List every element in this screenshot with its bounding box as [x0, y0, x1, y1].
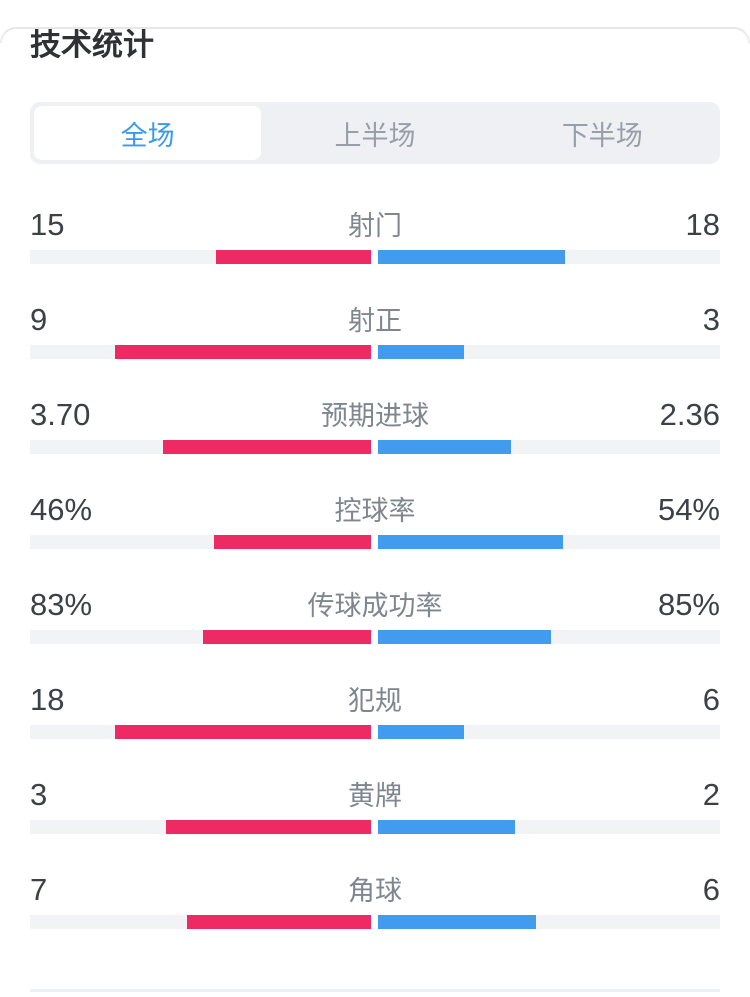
stat-text: 7 角球 6 [30, 873, 720, 907]
stat-label: 控球率 [334, 496, 416, 526]
away-value: 2.36 [659, 397, 720, 432]
stat-label: 射正 [348, 306, 402, 336]
home-bar-track [30, 250, 371, 264]
home-bar-fill [162, 440, 371, 454]
stat-bar [30, 725, 720, 739]
home-bar-fill [115, 725, 371, 739]
stat-bar [30, 345, 720, 359]
home-bar-fill [187, 915, 371, 929]
tab-second-half[interactable]: 下半场 [489, 106, 716, 160]
away-bar-track [378, 820, 720, 834]
stat-row: 9 射正 3 [30, 303, 720, 398]
page-title: 技术统计 [30, 27, 154, 62]
bar-center-gap [371, 250, 378, 264]
bar-center-gap [371, 725, 378, 739]
away-value: 54% [657, 492, 720, 527]
away-value: 6 [702, 872, 720, 907]
home-value: 9 [30, 302, 48, 337]
away-bar-track [378, 630, 720, 644]
away-bar-fill [378, 250, 565, 264]
bottom-divider [30, 989, 720, 992]
bar-center-gap [371, 820, 378, 834]
bar-center-gap [371, 440, 378, 454]
home-value: 83% [30, 587, 93, 622]
stat-text: 9 射正 3 [30, 303, 720, 337]
home-value: 3.70 [30, 397, 91, 432]
stat-label: 射门 [348, 211, 402, 241]
stat-text: 15 射门 18 [30, 208, 720, 242]
stat-label: 传球成功率 [307, 591, 443, 621]
home-bar-track [30, 345, 371, 359]
home-bar-track [30, 630, 371, 644]
period-tabs: 全场 上半场 下半场 [30, 102, 720, 164]
stat-bar [30, 630, 720, 644]
tab-full-match-label: 全场 [120, 120, 175, 151]
stat-row: 46% 控球率 54% [30, 493, 720, 588]
stat-bar [30, 535, 720, 549]
stat-label: 预期进球 [321, 401, 429, 431]
stat-text: 18 犯规 6 [30, 683, 720, 717]
away-bar-track [378, 440, 720, 454]
stat-row: 7 角球 6 [30, 873, 720, 968]
stat-row: 83% 传球成功率 85% [30, 588, 720, 683]
home-value: 3 [30, 777, 48, 812]
away-value: 85% [657, 587, 720, 622]
away-value: 3 [702, 302, 720, 337]
home-value: 7 [30, 872, 48, 907]
bar-center-gap [371, 630, 378, 644]
home-bar-track [30, 915, 371, 929]
bar-center-gap [371, 345, 378, 359]
bar-center-gap [371, 915, 378, 929]
stat-row: 18 犯规 6 [30, 683, 720, 778]
tab-first-half-label: 上半场 [334, 120, 416, 151]
home-bar-track [30, 535, 371, 549]
stat-text: 3.70 预期进球 2.36 [30, 398, 720, 432]
stat-row: 3.70 预期进球 2.36 [30, 398, 720, 493]
stat-label: 犯规 [348, 686, 402, 716]
stat-bar [30, 820, 720, 834]
away-bar-fill [378, 345, 464, 359]
away-value: 6 [702, 682, 720, 717]
bar-center-gap [371, 535, 378, 549]
away-bar-track [378, 915, 720, 929]
away-bar-fill [378, 820, 515, 834]
away-bar-fill [378, 915, 536, 929]
stat-label: 角球 [348, 876, 402, 906]
home-bar-fill [115, 345, 371, 359]
home-value: 46% [30, 492, 93, 527]
tab-full-match[interactable]: 全场 [34, 106, 262, 160]
away-bar-track [378, 345, 720, 359]
stat-text: 46% 控球率 54% [30, 493, 720, 527]
stat-text: 3 黄牌 2 [30, 778, 720, 812]
stat-bar [30, 250, 720, 264]
away-bar-fill [378, 630, 552, 644]
stat-label: 黄牌 [348, 781, 402, 811]
home-bar-fill [202, 630, 371, 644]
tab-first-half[interactable]: 上半场 [261, 106, 488, 160]
home-bar-track [30, 725, 371, 739]
stat-text: 83% 传球成功率 85% [30, 588, 720, 622]
away-value: 18 [685, 207, 720, 242]
stat-bar [30, 915, 720, 929]
stats-list: 15 射门 18 9 射正 3 [30, 164, 720, 968]
away-bar-fill [378, 535, 563, 549]
tab-second-half-label: 下半场 [561, 120, 643, 151]
away-bar-fill [378, 440, 512, 454]
stat-bar [30, 440, 720, 454]
home-bar-fill [216, 250, 371, 264]
away-bar-track [378, 725, 720, 739]
away-bar-track [378, 250, 720, 264]
stat-row: 3 黄牌 2 [30, 778, 720, 873]
home-bar-track [30, 440, 371, 454]
away-value: 2 [702, 777, 720, 812]
home-bar-fill [166, 820, 371, 834]
home-value: 15 [30, 207, 65, 242]
home-value: 18 [30, 682, 65, 717]
home-bar-fill [214, 535, 371, 549]
away-bar-fill [378, 725, 464, 739]
away-bar-track [378, 535, 720, 549]
home-bar-track [30, 820, 371, 834]
stat-row: 15 射门 18 [30, 208, 720, 303]
